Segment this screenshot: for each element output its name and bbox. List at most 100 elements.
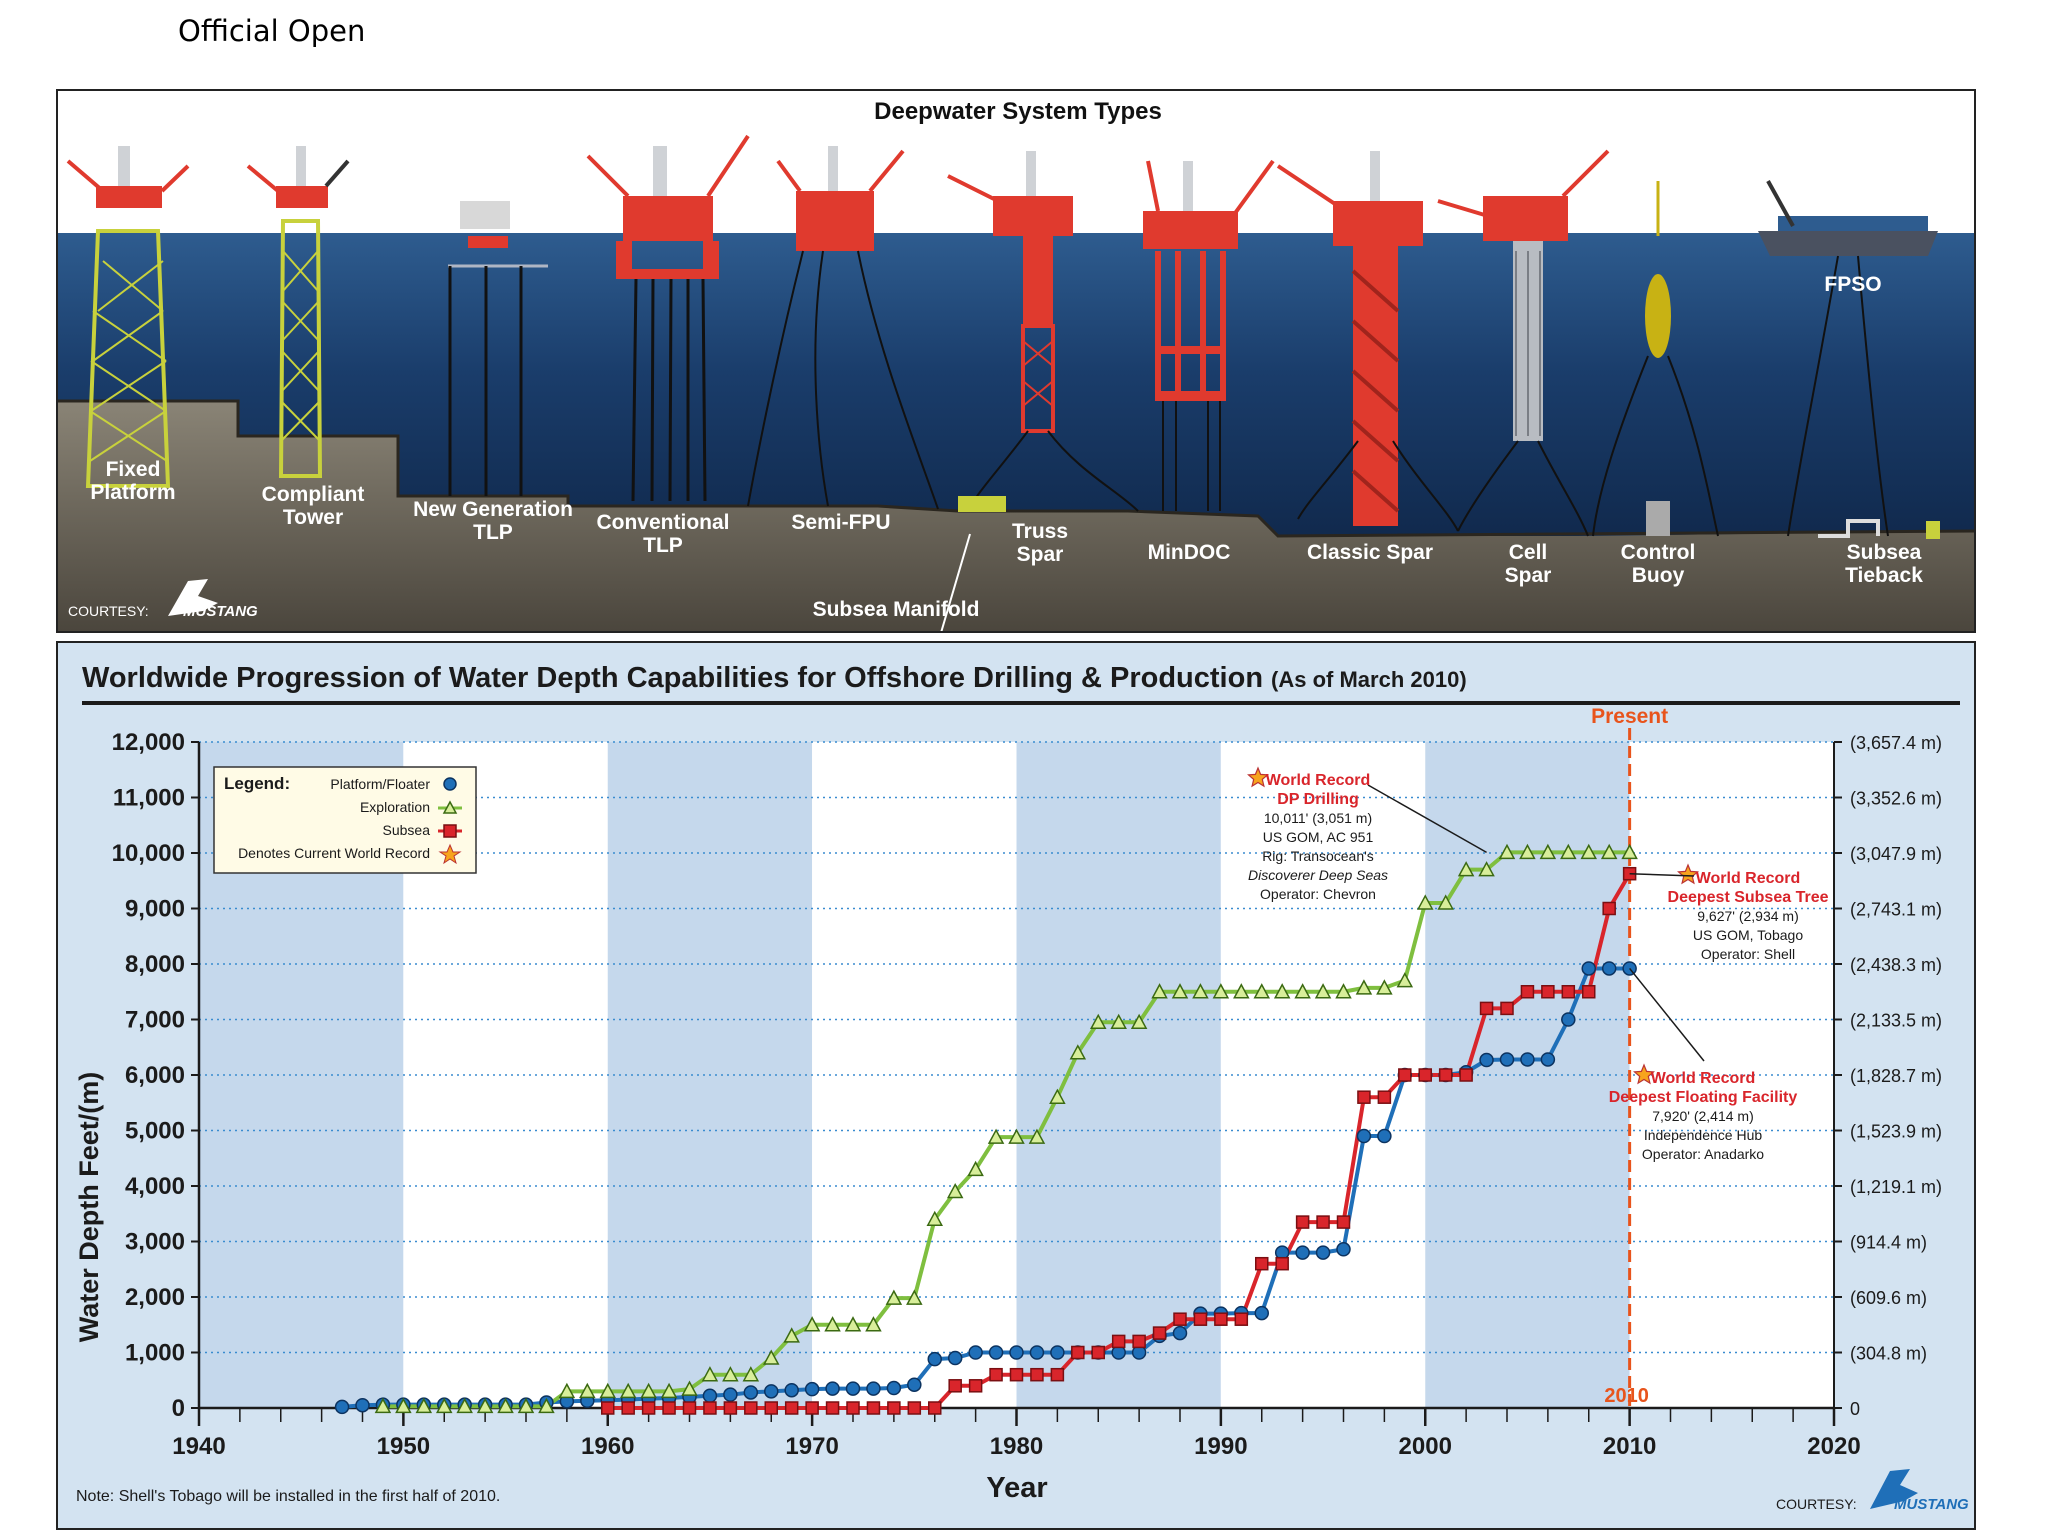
cell-spar-structure (1437, 149, 1610, 537)
data-point-subsea (784, 1401, 799, 1415)
data-point-platform-floater (1050, 1345, 1065, 1360)
diagram-title: Deepwater System Types (874, 98, 1162, 125)
data-point-platform-floater (1581, 961, 1596, 976)
truss-spar-structure (947, 151, 1139, 512)
data-point-exploration (579, 1382, 596, 1399)
x-tick-label: 1950 (377, 1433, 430, 1460)
annotation-text-line: 7,920' (2,414 m) (1652, 1108, 1754, 1124)
system-label-compliant-tower: Compliant Tower (262, 483, 365, 529)
y-tick-label-right: (914.4 m) (1850, 1233, 1927, 1253)
data-point-exploration (1028, 1128, 1046, 1144)
annotation-text-line: World Record (1696, 870, 1801, 887)
system-label-classic-spar: Classic Spar (1307, 541, 1433, 564)
data-point-exploration (1273, 983, 1291, 999)
y-tick-label: 2,000 (125, 1284, 185, 1311)
legend-entry-platform: Platform/Floater (330, 776, 430, 792)
system-label-line: Semi-FPU (791, 511, 890, 534)
data-point-exploration (1580, 843, 1598, 860)
seabed-outline (58, 399, 1974, 538)
y-axis-label: Water Depth Feet/(m) (74, 1072, 104, 1343)
data-point-exploration (1171, 983, 1189, 999)
data-point-exploration (967, 1160, 984, 1177)
world-record-star-icon (1247, 766, 1269, 788)
data-point-platform-floater (1315, 1245, 1331, 1260)
y-tick-label: 8,000 (125, 951, 185, 978)
data-point-platform-floater (988, 1345, 1004, 1360)
data-point-platform-floater (804, 1381, 820, 1397)
data-point-subsea (1132, 1334, 1146, 1349)
legend-entry-exploration: Exploration (360, 799, 430, 815)
data-point-subsea (723, 1401, 738, 1415)
data-point-platform-floater (1336, 1242, 1351, 1257)
y-tick-label-right: (3,657.4 m) (1850, 733, 1942, 753)
system-label-line: Spar (1017, 543, 1064, 566)
data-point-subsea (1459, 1068, 1473, 1082)
water-depth-chart: 0 0 1,000 (304.8 m) 2,000 (609.6 m) 3,000 (914.… (56, 641, 1976, 1530)
conventional-tlp-structure (586, 134, 750, 502)
data-point-subsea (1295, 1215, 1310, 1229)
data-point-exploration (1335, 983, 1352, 999)
data-point-exploration (824, 1316, 841, 1332)
data-point-subsea (1316, 1215, 1330, 1229)
system-label-line: Conventional (596, 511, 729, 534)
data-point-exploration (865, 1316, 882, 1332)
annotation-text-line: Deepest Floating Facility (1609, 1089, 1798, 1106)
x-tick-label: 1980 (990, 1433, 1043, 1460)
data-point-exploration (660, 1382, 678, 1399)
data-point-platform-floater (784, 1382, 799, 1398)
system-label-line: Classic Spar (1307, 541, 1433, 564)
data-point-subsea (641, 1401, 656, 1415)
deepwater-systems-diagram: Deepwater System Types FPSO Fixed Platfor… (56, 89, 1976, 633)
world-record-star-icon (1633, 1063, 1655, 1085)
world-record-annotation: World Record DP Drilling 10,011' (3,051 m)… (1247, 766, 1487, 902)
annotation-leader (1629, 872, 1695, 877)
data-point-exploration (1008, 1128, 1025, 1144)
data-point-subsea (928, 1401, 942, 1415)
chart-annotations: World Record DP Drilling 10,011' (3,051 m)… (1247, 766, 1829, 1162)
data-point-exploration (1049, 1088, 1066, 1104)
legend-entry-subsea: Subsea (383, 822, 431, 838)
data-point-subsea (1030, 1367, 1044, 1382)
data-point-subsea (1520, 985, 1535, 999)
data-point-subsea (1336, 1215, 1351, 1229)
data-point-subsea (1582, 985, 1596, 999)
data-point-exploration (885, 1289, 903, 1305)
system-label-line: Cell (1509, 541, 1548, 564)
data-point-subsea (682, 1401, 697, 1415)
x-tick-label: 1940 (172, 1433, 225, 1460)
annotation-text-line: World Record (1651, 1070, 1756, 1087)
data-point-platform-floater (702, 1388, 718, 1404)
data-point-exploration (1151, 983, 1168, 999)
system-label-fixed-platform: Fixed Platform (90, 458, 175, 504)
present-year-label: 2010 (1604, 1385, 1649, 1407)
x-tick-label: 1990 (1194, 1433, 1247, 1460)
y-tick-label-right: 0 (1850, 1399, 1860, 1419)
legend-title: Legend: (224, 774, 290, 793)
data-point-subsea (1541, 985, 1555, 999)
system-label-line: TLP (473, 521, 513, 544)
data-point-subsea (1275, 1256, 1289, 1271)
data-point-subsea (846, 1401, 860, 1415)
data-point-exploration (722, 1366, 739, 1382)
data-point-platform-floater (764, 1384, 779, 1399)
data-point-exploration (906, 1289, 923, 1305)
x-tick-label: 2020 (1807, 1433, 1860, 1460)
diagram-canvas: Deepwater System Types FPSO Fixed Platfor… (58, 91, 1974, 631)
control-buoy-structure (1592, 181, 1719, 537)
data-point-exploration (1355, 979, 1373, 995)
data-point-subsea (1418, 1068, 1432, 1082)
data-point-exploration (374, 1397, 392, 1414)
y-tick-label: 11,000 (113, 785, 185, 812)
system-label-line: Tower (283, 506, 343, 529)
system-label-semi-fpu: Semi-FPU (791, 511, 890, 534)
data-point-exploration (844, 1316, 862, 1332)
data-point-platform-floater (1009, 1345, 1024, 1360)
data-point-subsea (887, 1401, 901, 1415)
y-tick-label-right: (1,523.9 m) (1850, 1122, 1942, 1142)
data-point-exploration (1192, 983, 1209, 999)
x-tick-label: 2010 (1603, 1433, 1656, 1460)
annotation-text-line: Operator: Anadarko (1642, 1146, 1764, 1162)
data-point-exploration (1089, 1013, 1107, 1030)
legend-marker-square (443, 824, 457, 838)
data-point-exploration (1600, 843, 1618, 860)
